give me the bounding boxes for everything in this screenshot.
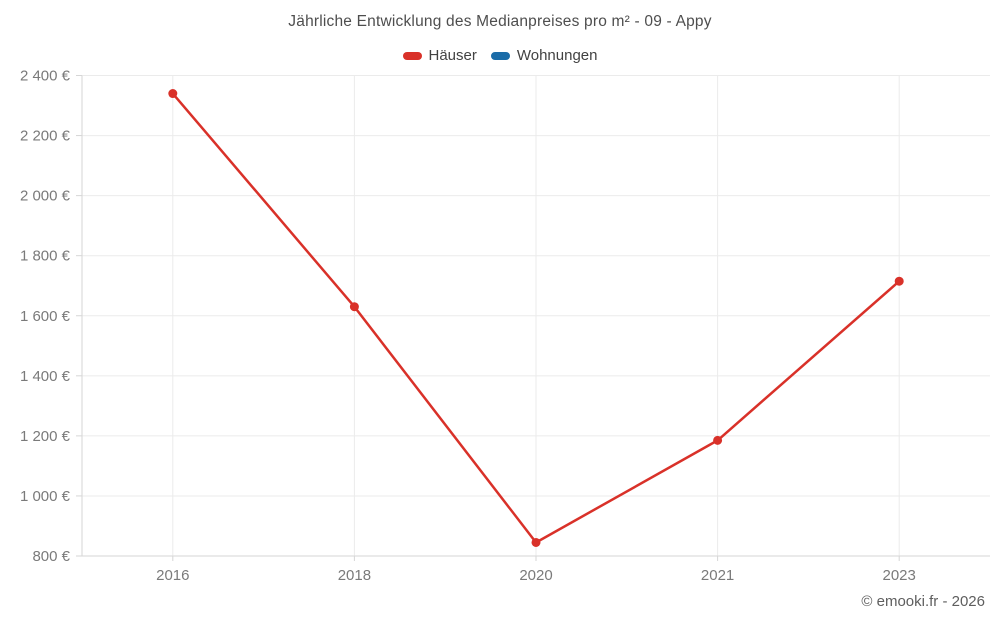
y-tick-label: 1 400 €: [20, 368, 71, 385]
y-tick-label: 2 000 €: [20, 188, 71, 205]
x-tick-label: 2021: [701, 567, 734, 584]
legend-swatch-haeuser: [402, 51, 422, 60]
chart-title: Jährliche Entwicklung des Medianpreises …: [288, 13, 712, 30]
data-point-häuser[interactable]: [349, 302, 359, 312]
legend-swatch-wohnungen: [490, 51, 510, 60]
y-tick-label: 1 200 €: [20, 428, 71, 445]
y-tick-label: 2 200 €: [20, 128, 71, 145]
data-point-häuser[interactable]: [713, 435, 723, 445]
x-tick-label: 2016: [156, 567, 189, 584]
data-point-häuser[interactable]: [894, 276, 904, 286]
x-tick-label: 2020: [519, 567, 552, 584]
legend: Häuser Wohnungen: [0, 47, 1000, 64]
y-tick-label: 1 800 €: [20, 248, 71, 265]
y-tick-label: 800 €: [32, 548, 70, 565]
copyright: © emooki.fr - 2026: [861, 593, 985, 610]
legend-item-haeuser[interactable]: Häuser: [402, 47, 477, 64]
legend-label-wohnungen: Wohnungen: [516, 47, 598, 64]
data-point-häuser[interactable]: [531, 537, 541, 547]
x-tick-label: 2018: [338, 567, 371, 584]
y-tick-label: 2 400 €: [20, 68, 71, 85]
data-point-häuser[interactable]: [168, 89, 178, 99]
legend-item-wohnungen[interactable]: Wohnungen: [490, 47, 598, 64]
y-tick-label: 1 600 €: [20, 308, 71, 325]
y-tick-label: 1 000 €: [20, 488, 71, 505]
x-tick-label: 2023: [883, 567, 916, 584]
legend-label-haeuser: Häuser: [428, 47, 477, 64]
